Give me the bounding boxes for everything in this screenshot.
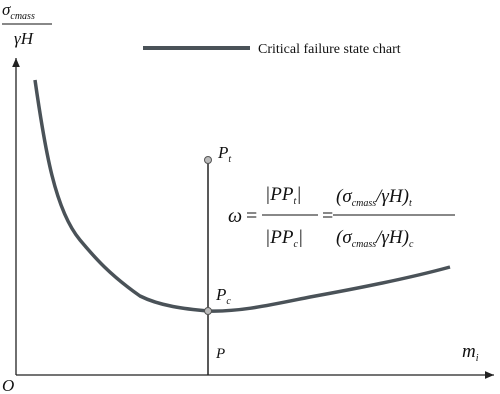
formula-equals: = <box>246 205 257 227</box>
y-label-denominator: γH <box>14 29 35 48</box>
failure-curve <box>33 79 451 313</box>
y-label-numerator: σcmass <box>2 0 35 22</box>
origin-label: O <box>2 376 14 394</box>
ratio-denominator: |PPc| <box>265 227 303 250</box>
legend-label: Critical failure state chart <box>258 42 401 57</box>
point-label: P <box>215 346 225 362</box>
ratio-numerator: |PPt| <box>265 184 301 207</box>
point-pc <box>204 307 212 315</box>
expression-numerator: (σcmass/γH)t <box>336 186 412 209</box>
point-label: Pc <box>215 285 231 307</box>
expression-denominator: (σcmass/γH)c <box>336 227 414 250</box>
point-label: Pt <box>217 143 231 165</box>
formula-lhs: ω <box>228 205 242 227</box>
formula-equals: = <box>322 205 333 227</box>
x-label: mi <box>462 341 479 364</box>
point-pt <box>204 156 212 164</box>
